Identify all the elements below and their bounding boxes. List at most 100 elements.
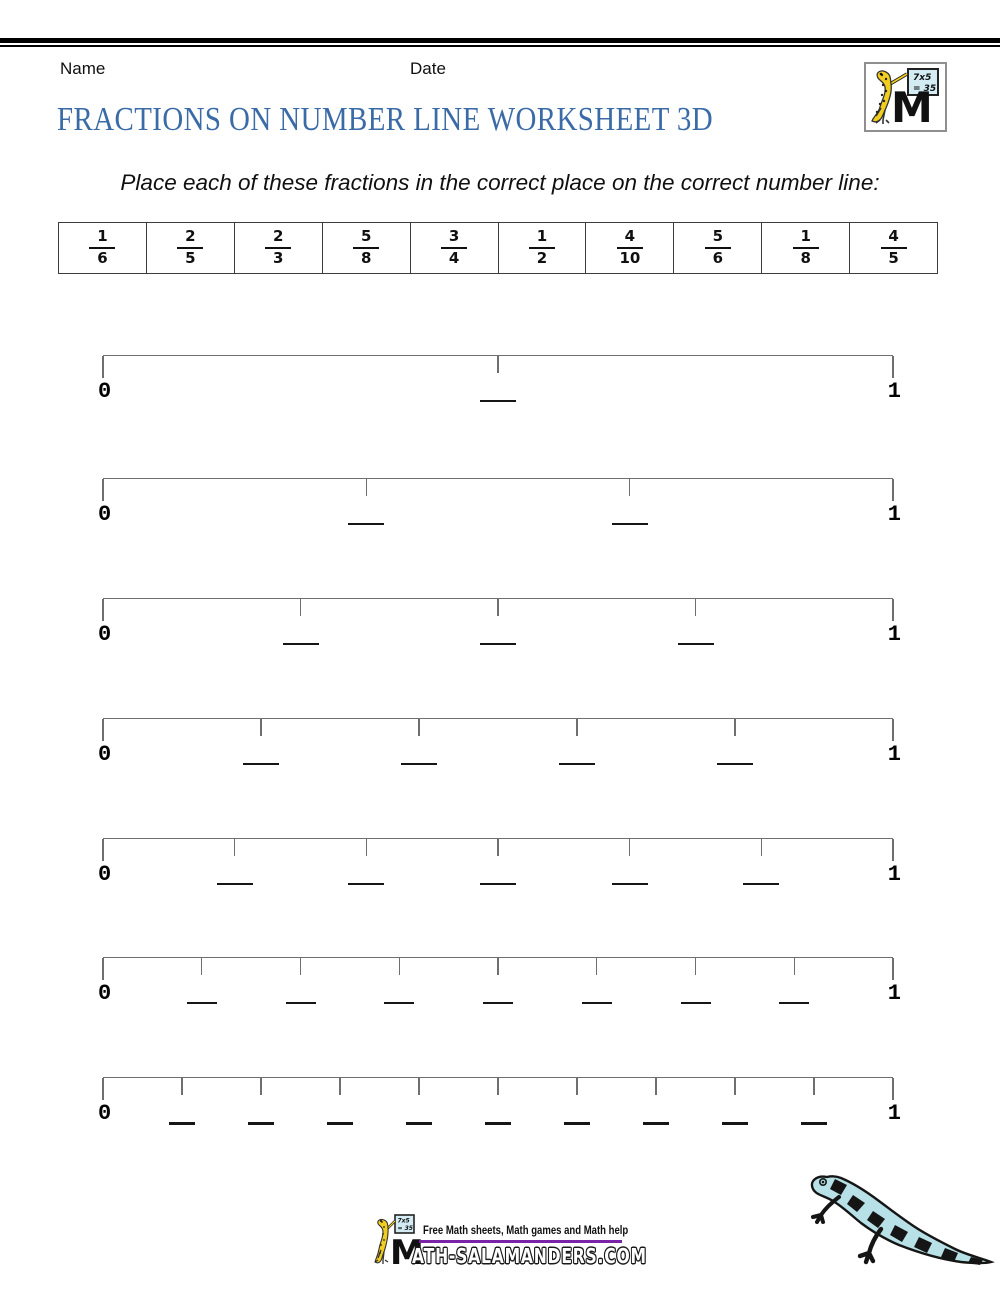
answer-blank[interactable] [680,1002,711,1004]
answer-blank[interactable] [401,763,437,765]
board-text-line1: 7x5 [913,73,931,83]
fraction-numerator: 2 [185,227,196,246]
fraction-denominator: 8 [360,249,372,267]
logo-letter-m: M [390,1233,424,1268]
end-tick [102,356,104,378]
line-start-label: 0 [98,622,112,647]
fraction-denominator: 5 [888,249,899,267]
answer-blank[interactable] [216,883,253,885]
answer-blank[interactable] [243,763,279,765]
division-tick [734,1078,736,1095]
fraction-numerator: 3 [448,227,460,246]
division-tick [299,958,302,975]
fraction-bar [89,247,116,249]
footer-site-text: ATH-SALAMANDERS.COM [412,1244,647,1268]
fraction-bar [704,247,731,249]
division-tick [365,479,367,496]
division-tick [596,958,598,975]
fraction-denominator: 2 [536,249,548,267]
fraction-denominator: 5 [185,249,196,267]
answer-blank[interactable] [384,1002,415,1004]
line-end-label: 1 [887,502,901,527]
answer-blank[interactable] [743,883,780,885]
salamander-eye [380,1220,382,1222]
salamander-legs [875,107,890,124]
line-end-label: 1 [887,1101,901,1126]
answer-blank[interactable] [581,1002,612,1004]
division-tick [760,839,762,856]
end-tick [892,958,894,980]
division-tick [365,839,367,856]
answer-blank[interactable] [677,643,714,645]
answer-blank[interactable] [406,1122,432,1125]
salamander-front-leg [811,1195,841,1224]
answer-blank[interactable] [348,883,385,885]
answer-blank[interactable] [779,1002,810,1004]
number-line [103,478,893,479]
fraction-table: 1 6 2 5 2 3 5 8 3 4 1 2 4 10 5 6 1 8 4 5 [58,222,938,274]
brand-logo: 7x5 = 35 M [864,62,947,132]
fraction-numerator: 5 [360,227,372,246]
number-line [103,718,893,719]
answer-blank[interactable] [643,1122,669,1125]
fraction-denominator: 3 [273,249,284,267]
answer-blank[interactable] [611,523,648,525]
end-tick [102,719,104,741]
answer-blank[interactable] [485,1122,511,1125]
answer-blank[interactable] [483,1002,513,1004]
end-tick [892,479,894,501]
salamander-writing-on-board-icon: 7x5 = 35 M [871,68,939,132]
fraction-denominator: 6 [97,249,108,267]
fraction-denominator: 4 [448,249,460,267]
answer-blank[interactable] [282,643,319,645]
answer-blank[interactable] [611,883,648,885]
answer-blank[interactable] [717,763,753,765]
division-tick [201,958,203,975]
division-tick [234,839,236,856]
line-start-label: 0 [98,379,112,404]
line-end-label: 1 [887,379,901,404]
line-start-label: 0 [98,502,112,527]
number-line [103,838,893,839]
answer-blank[interactable] [480,643,516,645]
answer-blank[interactable] [480,400,516,402]
fraction-bar [441,247,468,249]
division-tick [339,1078,341,1095]
answer-blank[interactable] [248,1122,274,1125]
end-tick [892,839,894,861]
answer-blank[interactable] [559,763,595,765]
answer-blank[interactable] [285,1002,316,1004]
answer-blank[interactable] [564,1122,590,1125]
answer-blank[interactable] [722,1122,748,1125]
line-end-label: 1 [887,622,901,647]
footer-tagline: Free Math sheets, Math games and Math he… [423,1225,629,1237]
board-text-line2: = 35 [398,1225,413,1232]
fraction-bar [880,247,907,249]
division-tick [260,719,262,736]
answer-blank[interactable] [186,1002,217,1004]
answer-blank[interactable] [480,883,516,885]
answer-blank[interactable] [327,1122,353,1125]
division-tick [576,719,578,736]
line-end-label: 1 [887,862,901,887]
fraction-denominator: 6 [712,249,724,267]
answer-blank[interactable] [348,523,385,525]
division-tick [418,719,420,736]
division-tick [694,958,697,975]
division-tick [629,839,631,856]
answer-blank[interactable] [801,1122,827,1125]
answer-blank[interactable] [169,1122,195,1125]
top-border-rule [0,38,1000,47]
